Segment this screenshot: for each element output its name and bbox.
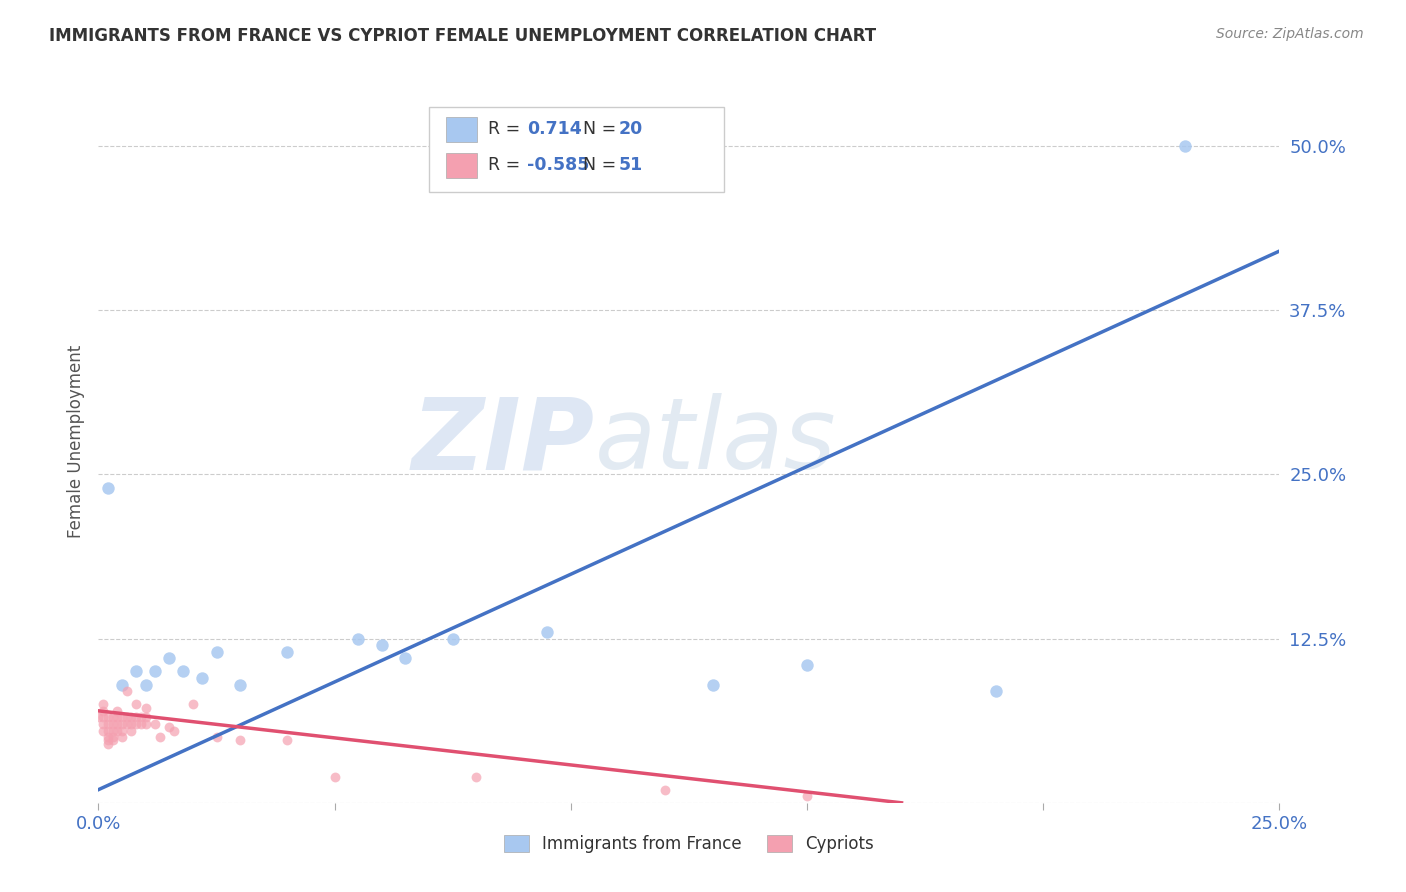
Point — [441, 632, 464, 646]
Point — [536, 625, 558, 640]
Point — [181, 698, 204, 712]
Point — [111, 717, 134, 731]
Text: IMMIGRANTS FROM FRANCE VS CYPRIOT FEMALE UNEMPLOYMENT CORRELATION CHART: IMMIGRANTS FROM FRANCE VS CYPRIOT FEMALE… — [49, 27, 876, 45]
Text: Source: ZipAtlas.com: Source: ZipAtlas.com — [1216, 27, 1364, 41]
Point — [984, 684, 1007, 698]
Point — [97, 481, 120, 495]
Point — [101, 723, 124, 738]
Point — [105, 723, 128, 738]
Text: atlas: atlas — [595, 393, 837, 490]
Point — [205, 730, 228, 744]
Point — [125, 710, 148, 724]
Legend: Immigrants from France, Cypriots: Immigrants from France, Cypriots — [498, 828, 880, 860]
Text: 20: 20 — [619, 120, 643, 138]
Point — [163, 723, 186, 738]
Y-axis label: Female Unemployment: Female Unemployment — [66, 345, 84, 538]
Point — [91, 717, 114, 731]
Point — [97, 723, 120, 738]
Point — [97, 710, 120, 724]
Point — [91, 710, 114, 724]
Text: N =: N = — [572, 120, 621, 138]
Point — [125, 665, 148, 679]
Point — [143, 665, 166, 679]
Point — [101, 717, 124, 731]
Point — [157, 720, 180, 734]
Point — [143, 717, 166, 731]
Text: R =: R = — [488, 120, 526, 138]
Point — [205, 645, 228, 659]
Point — [91, 723, 114, 738]
Point — [654, 782, 676, 797]
Point — [115, 717, 138, 731]
Point — [172, 665, 194, 679]
Point — [129, 710, 152, 724]
Point — [105, 710, 128, 724]
Text: R =: R = — [488, 156, 526, 174]
Point — [111, 710, 134, 724]
Point — [111, 723, 134, 738]
Point — [191, 671, 214, 685]
Point — [97, 730, 120, 744]
Point — [157, 651, 180, 665]
Point — [97, 732, 120, 747]
Text: 51: 51 — [619, 156, 643, 174]
Point — [229, 677, 252, 691]
Point — [87, 710, 110, 724]
Point — [276, 732, 298, 747]
Text: N =: N = — [572, 156, 627, 174]
Point — [121, 717, 143, 731]
Point — [135, 677, 157, 691]
Point — [121, 710, 143, 724]
Point — [1174, 139, 1197, 153]
Point — [97, 737, 120, 751]
Point — [129, 717, 152, 731]
Point — [135, 710, 157, 724]
Point — [97, 717, 120, 731]
Point — [702, 677, 724, 691]
Point — [347, 632, 370, 646]
Point — [796, 789, 818, 804]
Text: ZIP: ZIP — [412, 393, 595, 490]
Text: -0.585: -0.585 — [527, 156, 589, 174]
Point — [276, 645, 298, 659]
Point — [371, 638, 394, 652]
Text: 0.714: 0.714 — [527, 120, 582, 138]
Point — [796, 657, 818, 672]
Point — [125, 717, 148, 731]
Point — [465, 770, 488, 784]
Point — [111, 730, 134, 744]
Point — [323, 770, 346, 784]
Point — [91, 698, 114, 712]
Point — [115, 710, 138, 724]
Point — [135, 701, 157, 715]
Point — [149, 730, 172, 744]
Point — [121, 723, 143, 738]
Point — [105, 704, 128, 718]
Point — [229, 732, 252, 747]
Point — [125, 698, 148, 712]
Point — [101, 710, 124, 724]
Point — [91, 704, 114, 718]
Point — [115, 684, 138, 698]
Point — [135, 717, 157, 731]
Point — [105, 717, 128, 731]
Point — [101, 730, 124, 744]
Point — [111, 677, 134, 691]
Point — [394, 651, 416, 665]
Point — [101, 732, 124, 747]
